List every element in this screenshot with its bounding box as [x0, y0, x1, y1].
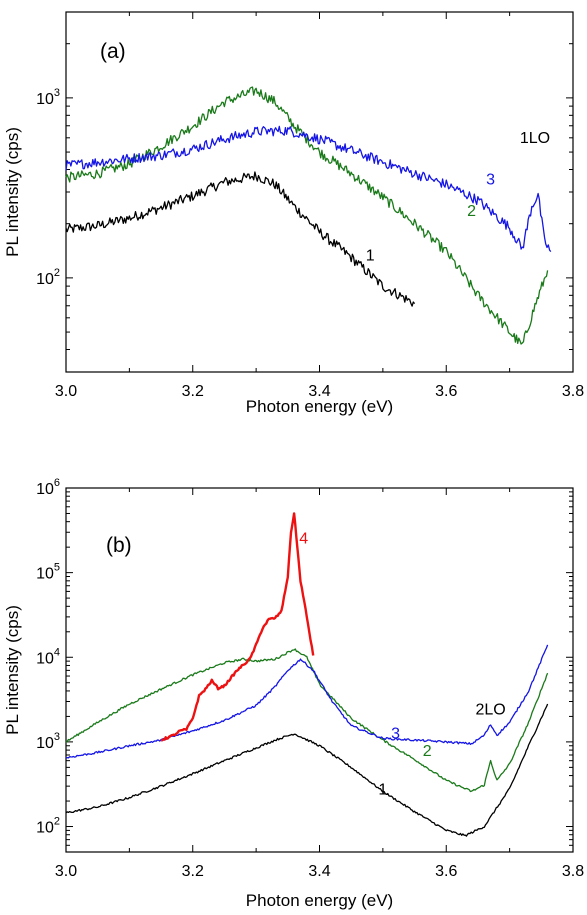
x-tick-label: 3.8	[562, 863, 584, 880]
x-axis-label: Photon energy (eV)	[246, 397, 393, 416]
x-axis-label: Photon energy (eV)	[246, 891, 393, 910]
series-line-3	[65, 644, 549, 759]
plot-frame	[65, 487, 574, 853]
x-tick-label: 3.0	[55, 863, 77, 880]
series-label-2: 2	[423, 743, 432, 760]
y-tick-label: 106	[36, 477, 60, 498]
x-tick-label: 3.6	[435, 863, 457, 880]
y-tick-label: 103	[36, 731, 60, 752]
y-tick-label: 105	[36, 562, 60, 583]
y-tick-label: 102	[36, 267, 60, 288]
plot-frame	[65, 11, 574, 373]
y-axis-label: PL intensity (cps)	[3, 605, 22, 735]
series-line-1	[65, 703, 549, 837]
x-tick-label: 3.8	[562, 383, 584, 400]
series-line-1	[65, 171, 416, 307]
x-tick-label: 3.2	[182, 863, 204, 880]
x-tick-label: 3.2	[182, 383, 204, 400]
x-tick-label: 3.4	[308, 863, 330, 880]
series-label-3: 3	[486, 172, 495, 189]
series-label-1: 1	[366, 247, 375, 264]
x-tick-label: 3.0	[55, 383, 77, 400]
x-tick-label: 3.4	[308, 383, 330, 400]
annotation-2lo: 2LO	[475, 702, 505, 719]
y-tick-label: 102	[36, 816, 60, 837]
chart-panel-b: 3.0 3.2 3.4 3.6 3.8 102 103 104 105 106 Photon ene…	[3, 477, 584, 910]
chart-panel-a: 3.0 3.2 3.4 3.6 3.8 102 103 Photon energy (eV) P…	[3, 11, 584, 416]
y-axis-label: PL intensity (cps)	[3, 127, 22, 257]
y-tick-label: 104	[36, 646, 60, 667]
series-line-2	[65, 648, 549, 793]
series-label-2: 2	[467, 203, 476, 220]
series-label-1: 1	[378, 781, 387, 798]
series-line-3	[65, 125, 552, 253]
annotation-1lo: 1LO	[520, 130, 550, 147]
y-tick-label: 103	[36, 87, 60, 108]
series-label-4: 4	[299, 531, 308, 548]
series-label-3: 3	[391, 725, 400, 742]
panel-label: (a)	[100, 40, 126, 63]
series-line-4	[160, 512, 315, 742]
x-tick-label: 3.6	[435, 383, 457, 400]
panel-label: (b)	[106, 534, 132, 557]
